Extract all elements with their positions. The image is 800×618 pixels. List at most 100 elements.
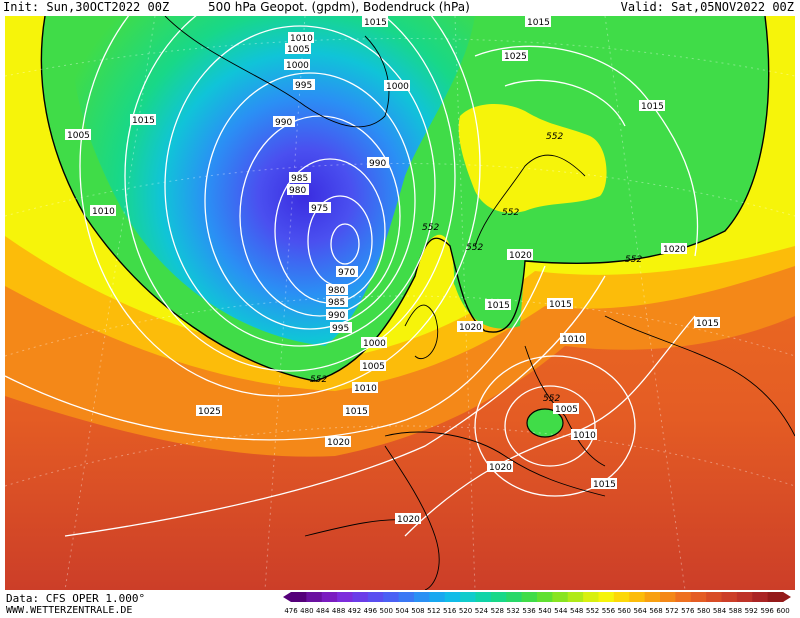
legend-tick-label: 488 (332, 607, 345, 615)
legend-swatch (444, 592, 461, 602)
legend-tick-label: 484 (316, 607, 330, 615)
geopot-label: 552 (543, 394, 560, 404)
legend-tick-label: 496 (364, 607, 378, 615)
isobar-label: 1015 (593, 480, 616, 490)
legend-tick-label: 520 (459, 607, 472, 615)
legend-swatch (613, 592, 630, 602)
isobar-label: 1015 (527, 18, 550, 28)
legend-swatch (567, 592, 584, 602)
legend-swatch (337, 592, 353, 602)
legend-tick-label: 564 (633, 607, 647, 615)
legend-tick-label: 592 (745, 607, 758, 615)
isobar-label: 1025 (198, 407, 221, 417)
legend-tick-label: 480 (300, 607, 313, 615)
isobar-label: 1005 (362, 362, 385, 372)
valid-time: Valid: Sat,05NOV2022 00Z (620, 0, 794, 14)
isobar-label: 1005 (67, 131, 90, 141)
isobar-label: 1015 (641, 102, 664, 112)
pressure-labels: 1015 1010 1005 1000 995 990 985 980 975 … (65, 16, 720, 525)
isobar-label: 1010 (573, 431, 596, 441)
data-source: Data: CFS OPER 1.000° (6, 592, 146, 605)
geopot-label: 552 (310, 375, 327, 385)
legend-arrow-right (783, 592, 791, 602)
legend-tick-label: 552 (586, 607, 599, 615)
isobar-label: 1010 (92, 207, 115, 217)
legend-swatch (706, 592, 722, 602)
isobar-label: 1005 (287, 45, 310, 55)
legend-swatch (552, 592, 569, 602)
legend-tick-label: 492 (348, 607, 361, 615)
legend-tick-label: 528 (491, 607, 504, 615)
legend-swatch (736, 592, 753, 602)
legend-swatch (352, 592, 369, 602)
map-title: 500 hPa Geopot. (gpdm), Bodendruck (hPa) (208, 0, 470, 14)
legend-swatch (660, 592, 676, 602)
legend-tick-label: 508 (411, 607, 424, 615)
isobar-label: 1015 (364, 18, 387, 28)
legend-tick-label: 572 (665, 607, 678, 615)
geopot-label: 552 (625, 255, 642, 265)
isobar-label: 990 (328, 311, 345, 321)
isobar-label: 980 (328, 286, 345, 296)
legend-swatch (752, 592, 769, 602)
geopot-labels: 552 552 552 552 552 552 552 (310, 132, 642, 404)
ridge-scandinavia (458, 104, 607, 213)
legend-tick-label: 556 (602, 607, 616, 615)
legend-swatch (506, 592, 523, 602)
isobar-label: 985 (328, 298, 345, 308)
legend-tick-label: 560 (618, 607, 631, 615)
isobar-label: 1000 (286, 61, 309, 71)
color-legend: 476 480 484 488 492 496 500 504 508 512 516 520 524 5… (283, 592, 791, 615)
legend-swatch (537, 592, 553, 602)
isobar-label: 1020 (327, 438, 350, 448)
isobar-label: 1020 (663, 245, 686, 255)
isobar-label: 970 (338, 268, 355, 278)
legend-swatch (675, 592, 692, 602)
isobar-label: 1000 (386, 82, 409, 92)
legend-swatch (598, 592, 615, 602)
isobar-label: 1010 (290, 34, 313, 44)
legend-swatch (414, 592, 430, 602)
isobar-label: 1000 (363, 339, 386, 349)
legend-swatch (629, 592, 646, 602)
legend-tick-label: 580 (697, 607, 710, 615)
isobar-label: 975 (311, 204, 328, 214)
legend-tick-label: 544 (554, 607, 568, 615)
legend-tick-label: 540 (538, 607, 551, 615)
legend-tick-label: 548 (570, 607, 583, 615)
isobar-label: 980 (289, 186, 306, 196)
legend-swatch (767, 592, 784, 602)
isobar-label: 1015 (487, 301, 510, 311)
legend-swatch (490, 592, 507, 602)
legend-tick-label: 600 (776, 607, 789, 615)
isobar-label: 995 (295, 81, 312, 91)
isobar-label: 1025 (504, 52, 527, 62)
legend-swatch (306, 592, 323, 602)
isobar-label: 985 (291, 174, 308, 184)
legend-swatch (583, 592, 599, 602)
isobar-label: 1005 (555, 405, 578, 415)
legend-tick-label: 576 (681, 607, 695, 615)
isobar-label: 1020 (397, 515, 420, 525)
geopot-label: 552 (502, 208, 519, 218)
legend-swatch (321, 592, 338, 602)
low-center (72, 16, 476, 346)
geopot-label: 552 (466, 243, 483, 253)
legend-tick-label: 588 (729, 607, 742, 615)
isobar-label: 1020 (489, 463, 512, 473)
legend-swatch (644, 592, 661, 602)
graticule (5, 16, 795, 590)
isobar-label: 990 (369, 159, 386, 169)
legend-swatch (383, 592, 400, 602)
legend-swatch (721, 592, 738, 602)
map-footer: Data: CFS OPER 1.000° WWW.WETTERZENTRALE… (0, 590, 800, 618)
legend-swatch (521, 592, 538, 602)
legend-tick-label: 584 (713, 607, 727, 615)
legend-tick-label: 516 (443, 607, 457, 615)
init-time: Init: Sun,30OCT2022 00Z (3, 0, 170, 14)
website-credit: WWW.WETTERZENTRALE.DE (6, 605, 133, 616)
legend-tick-label: 568 (649, 607, 662, 615)
legend-swatch (475, 592, 492, 602)
legend-swatch (291, 592, 307, 602)
